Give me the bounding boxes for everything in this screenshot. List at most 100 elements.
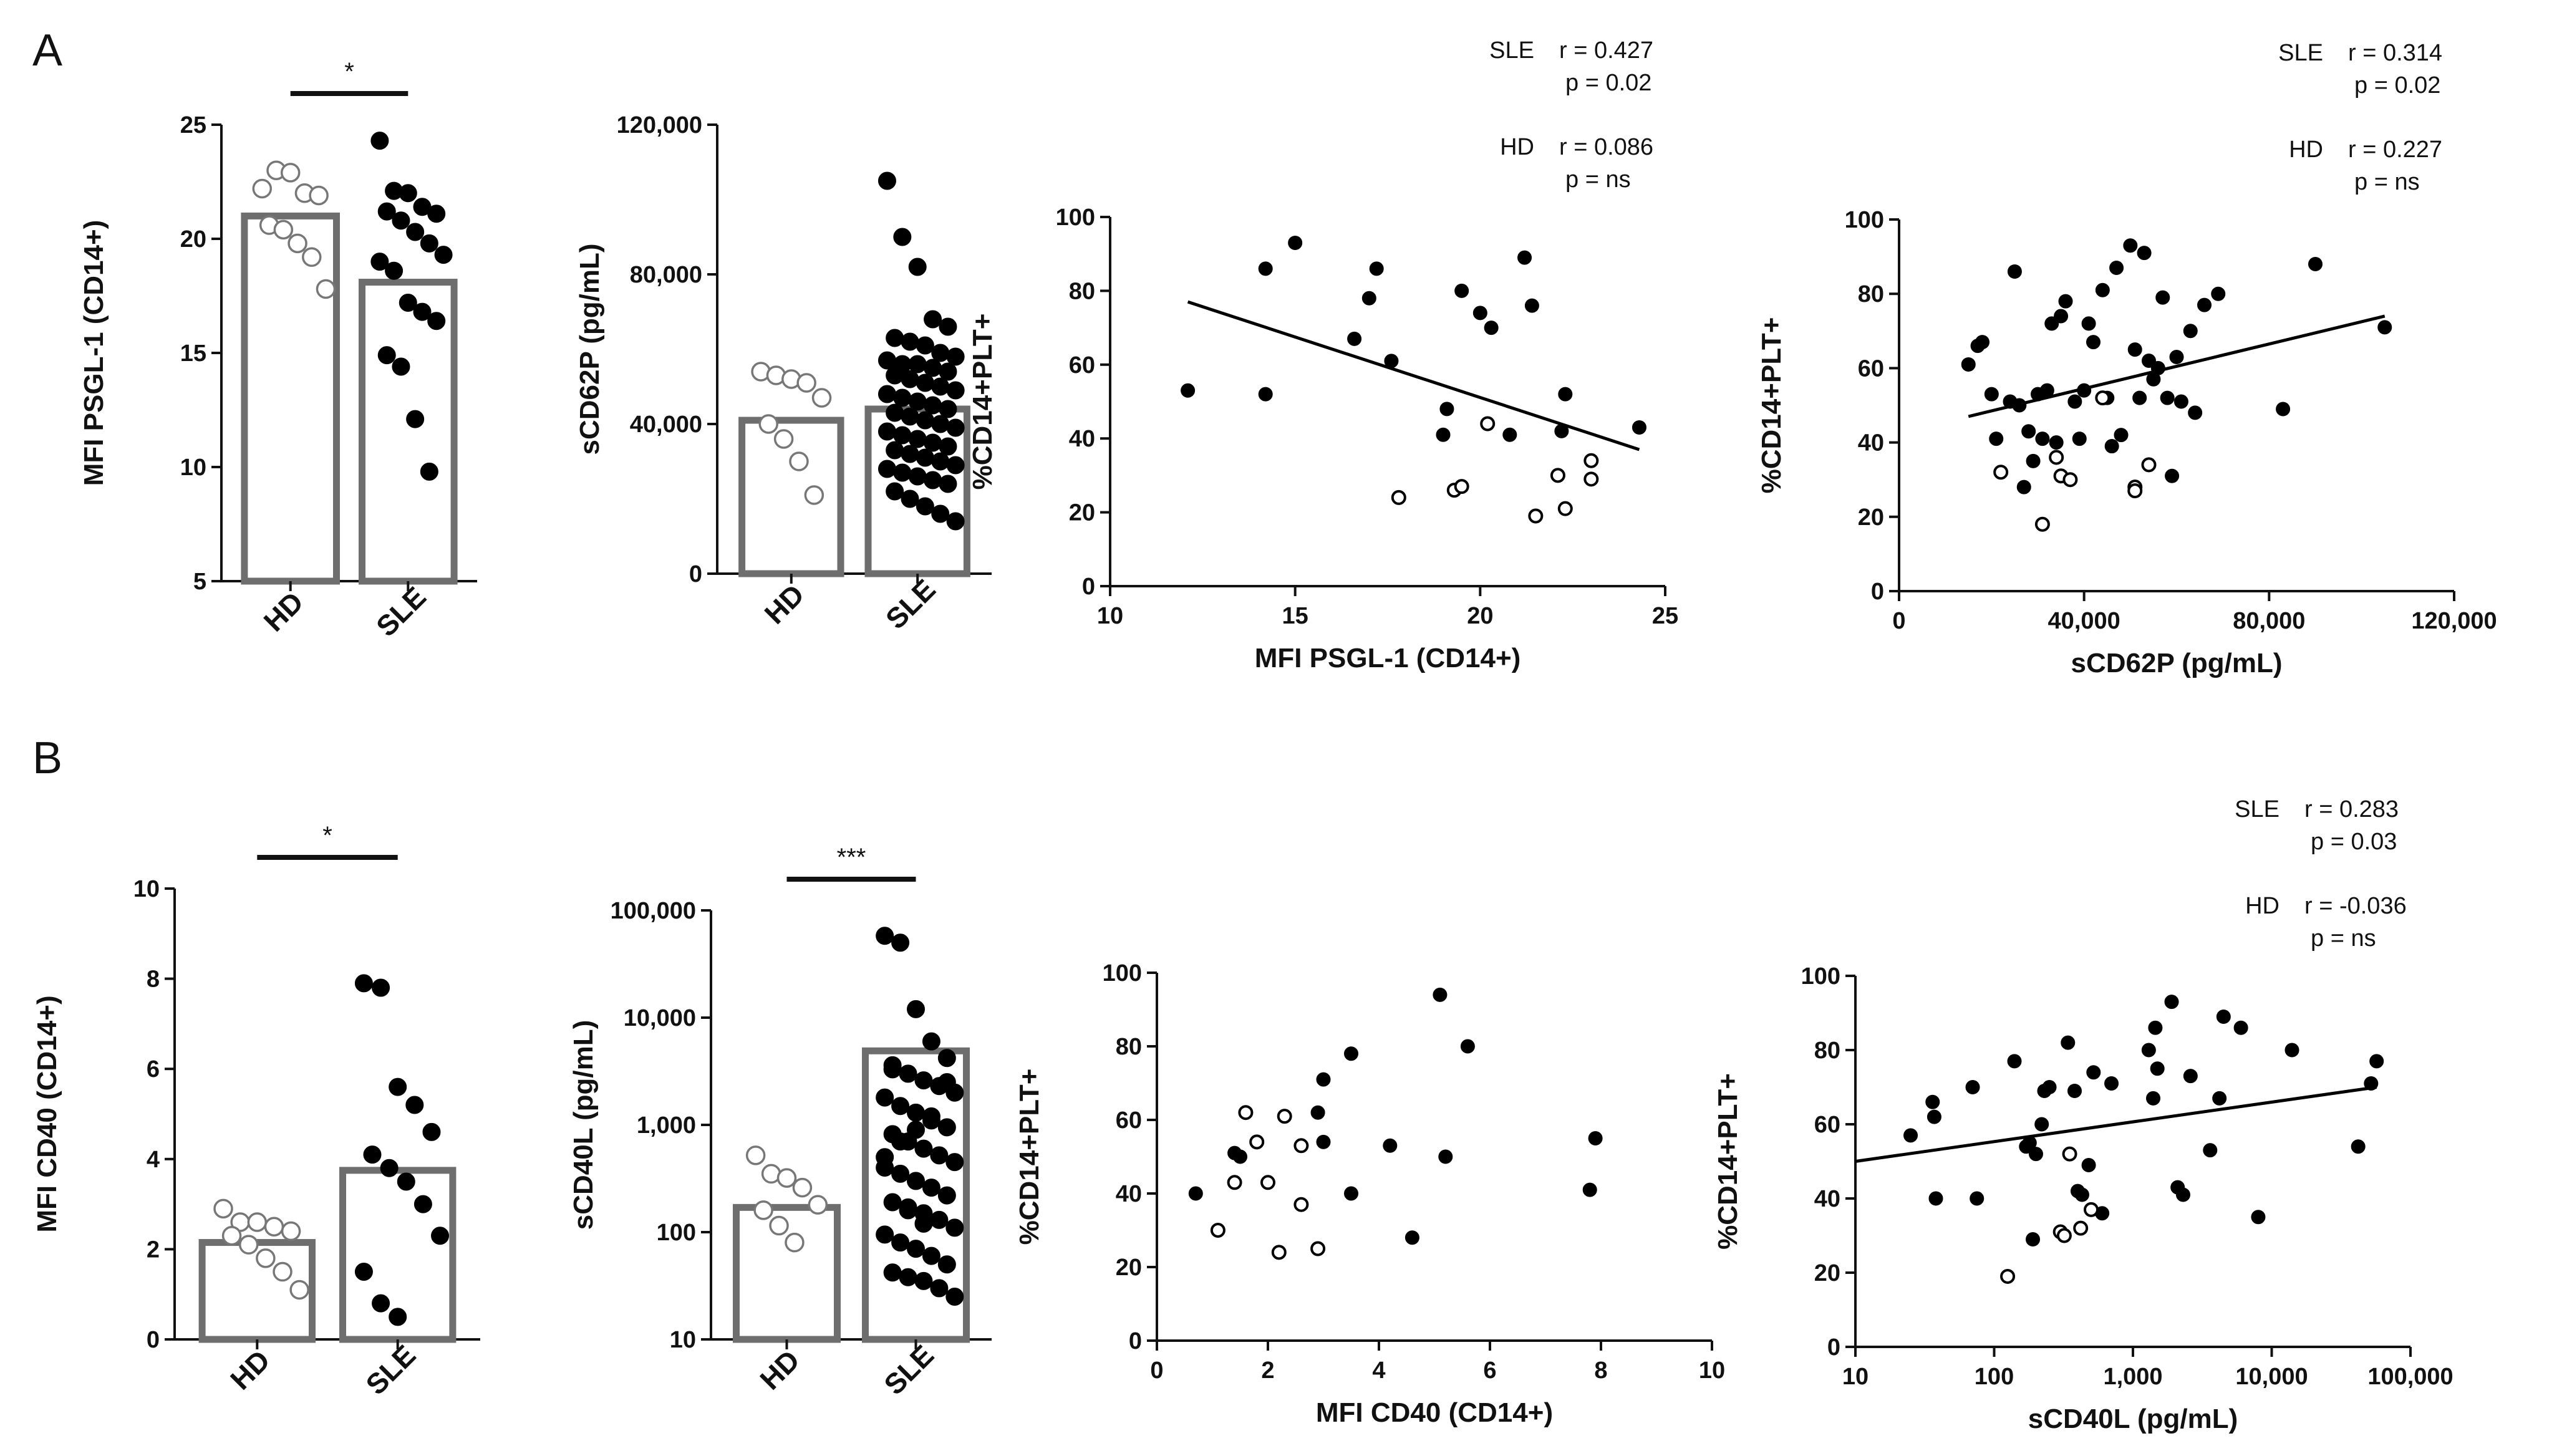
data-point-sle [922, 1032, 940, 1051]
data-point-sle [945, 1218, 964, 1237]
data-point-hd [796, 373, 816, 393]
data-point-sle [1928, 1191, 1943, 1206]
data-point-sle [901, 332, 919, 351]
data-point-hd [1583, 453, 1599, 468]
data-point-sle [1524, 298, 1539, 313]
data-point-hd [2073, 1220, 2089, 1236]
chart-a2: 0 40,000 80,000 120,000 sCD62P (pg/mL) HD SLE [574, 112, 992, 635]
data-point-sle [922, 1179, 940, 1197]
data-point-sle [907, 1103, 925, 1122]
data-point-sle [939, 362, 957, 381]
data-point-sle [901, 489, 919, 508]
y-tick-label: 20 [1116, 1255, 1142, 1281]
data-point-sle [434, 246, 453, 264]
x-tick-label: 0 [1892, 608, 1905, 634]
data-point-sle [2160, 390, 2175, 405]
x-axis-title: sCD62P (pg/mL) [2071, 648, 2282, 678]
y-tick-label: 60 [1858, 355, 1884, 382]
data-point-hd [309, 185, 329, 206]
chart-b3: 0 20 40 60 80 100 %CD14+PLT+ 0 2 4 6 8 10 MFI CD40 (C… [1014, 960, 1725, 1428]
y-tick-label: 10 [670, 1327, 696, 1353]
data-point-sle [1460, 1039, 1475, 1054]
y-axis-title: %CD14+PLT+ [1756, 317, 1787, 494]
data-point-sle [2183, 1069, 2198, 1084]
data-point-hd [1227, 1175, 1242, 1190]
data-point-sle [413, 1195, 432, 1213]
data-point-sle [1188, 1186, 1203, 1201]
data-point-sle [2212, 1091, 2227, 1106]
data-point-sle [372, 1294, 390, 1313]
data-point-sle [2155, 290, 2170, 305]
data-point-sle [413, 302, 432, 321]
y-tick-label: 80 [1116, 1034, 1142, 1060]
panel-label-b: B [32, 733, 62, 783]
data-point-sle [1233, 1149, 1247, 1164]
y-tick-label: 80,000 [630, 262, 702, 288]
data-point-sle [2164, 995, 2179, 1010]
chart-b2: 10 100 1,000 10,000 100,000 sCD40L (pg/mL) HD S… [568, 844, 992, 1401]
data-point-sle [2146, 1091, 2161, 1106]
data-point-sle [891, 933, 910, 952]
data-point-sle [924, 310, 942, 329]
data-point-sle [372, 978, 390, 997]
data-point-sle [883, 1193, 902, 1212]
data-point-sle [2042, 1080, 2057, 1094]
y-tick-label: 100 [1845, 207, 1884, 233]
y-tick-label: 40 [1069, 426, 1095, 452]
x-axis-title: MFI PSGL-1 (CD14+) [1255, 643, 1521, 673]
data-point-sle [1436, 427, 1451, 442]
data-point-sle [877, 460, 896, 478]
stat-r-value: r = 0.314 [2348, 40, 2442, 66]
data-point-hd [808, 1195, 828, 1215]
y-axis-title: MFI CD40 (CD14+) [32, 995, 62, 1232]
data-point-sle [1517, 250, 1532, 265]
data-point-hd [1480, 416, 1496, 431]
data-point-sle [1258, 261, 1273, 276]
x-tick-label: 10 [1699, 1357, 1725, 1384]
x-tick-label: 10 [1842, 1364, 1869, 1390]
data-point-sle [931, 504, 950, 523]
data-point-hd [2084, 1202, 2099, 1217]
stat-r-value: r = 0.086 [1559, 134, 1653, 160]
data-point-sle [389, 1308, 407, 1326]
data-point-sle [2104, 1076, 2119, 1091]
data-point-hd [289, 1280, 309, 1300]
x-axis-title: MFI CD40 (CD14+) [1316, 1397, 1553, 1428]
data-point-sle [930, 1146, 949, 1165]
data-point-sle [1316, 1134, 1331, 1149]
data-point-sle [2061, 1035, 2076, 1050]
data-point-sle [939, 475, 957, 493]
data-point-sle [2276, 402, 2291, 417]
y-tick-label: 8 [147, 967, 160, 993]
data-point-hd [316, 279, 336, 299]
x-axis-title: sCD40L (pg/mL) [2028, 1404, 2238, 1434]
data-point-hd [1993, 465, 2009, 480]
data-point-sle [931, 452, 950, 471]
y-axis-title: %CD14+PLT+ [967, 314, 998, 490]
data-point-sle [406, 223, 425, 241]
data-point-sle [2150, 1061, 2165, 1076]
y-tick-label: 40 [1858, 430, 1884, 456]
data-point-sle [2026, 1232, 2041, 1246]
chart-a4: 0 20 40 60 80 100 %CD14+PLT+ 0 40,000 80,000 120,0… [1756, 40, 2497, 678]
data-point-sle [2081, 316, 2096, 331]
data-point-hd [2095, 390, 2110, 406]
y-tick-label: 20 [180, 226, 206, 253]
y-tick-label: 6 [147, 1056, 160, 1082]
data-point-sle [945, 1153, 964, 1172]
data-point-sle [886, 403, 904, 422]
data-point-hd [1293, 1138, 1309, 1154]
y-tick-label: 40 [1814, 1186, 1840, 1212]
data-point-sle [2007, 264, 2022, 279]
data-point-sle [422, 1122, 441, 1141]
data-point-hd [273, 1261, 292, 1282]
data-point-sle [899, 1064, 917, 1083]
data-point-sle [406, 410, 425, 428]
data-point-hd [238, 1235, 259, 1255]
x-tick-label: 8 [1594, 1357, 1607, 1384]
data-point-sle [937, 1073, 956, 1092]
data-point-sle [2114, 428, 2129, 443]
stat-group-label: SLE [2278, 40, 2323, 66]
data-point-sle [385, 261, 404, 280]
data-point-sle [1310, 1105, 1325, 1120]
